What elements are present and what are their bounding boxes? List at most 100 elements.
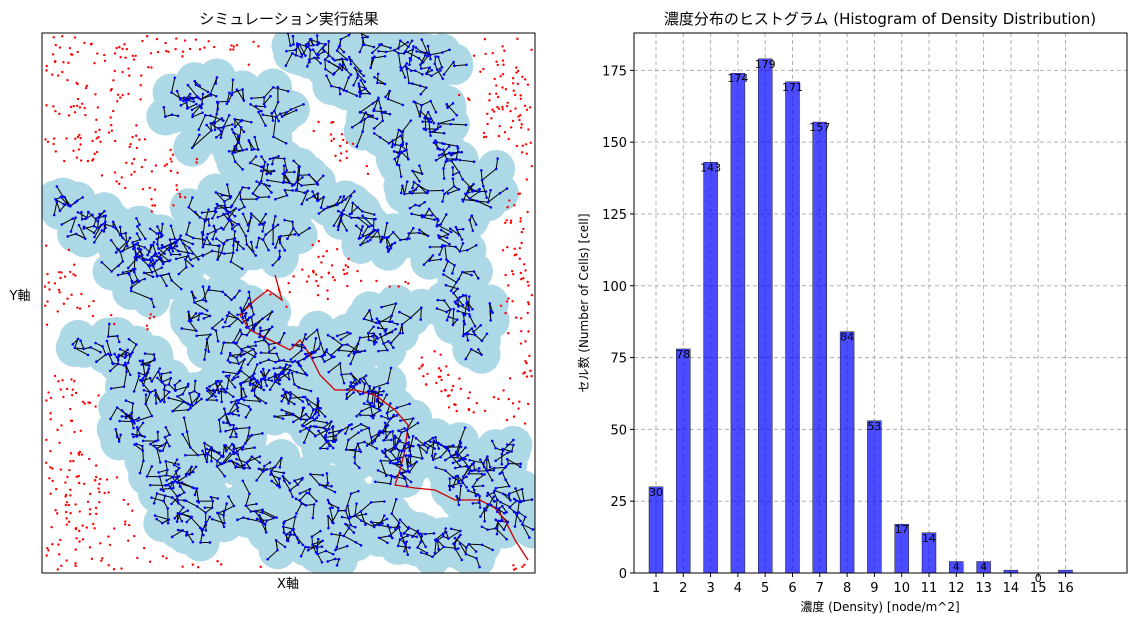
network-node: [141, 359, 145, 362]
network-node: [408, 237, 411, 240]
network-node: [267, 377, 271, 380]
network-node: [464, 446, 467, 449]
network-node: [352, 391, 355, 394]
network-node: [167, 396, 170, 400]
network-node: [330, 355, 334, 359]
network-node: [152, 305, 156, 309]
network-node: [460, 238, 464, 241]
network-node: [179, 104, 183, 107]
network-node: [377, 349, 380, 353]
network-node: [418, 204, 421, 208]
network-node: [372, 109, 375, 113]
network-node: [390, 330, 394, 334]
network-node: [349, 381, 353, 384]
network-node: [100, 260, 104, 264]
network-node: [200, 230, 204, 234]
network-node: [265, 384, 269, 387]
network-node: [490, 479, 494, 482]
network-node: [215, 398, 219, 402]
network-node: [232, 131, 235, 134]
network-node: [290, 371, 294, 375]
network-node: [508, 492, 511, 495]
network-node: [304, 43, 308, 47]
network-node: [436, 55, 440, 59]
network-node: [227, 150, 231, 153]
network-node: [479, 458, 482, 461]
network-node: [97, 216, 101, 219]
network-node: [144, 258, 148, 261]
network-node: [177, 272, 181, 276]
network-node: [169, 224, 173, 228]
network-node: [280, 408, 284, 412]
network-node: [360, 229, 363, 232]
network-node: [406, 40, 410, 44]
network-node: [222, 525, 226, 529]
network-node: [221, 317, 224, 321]
network-node: [362, 402, 366, 405]
network-node: [439, 69, 442, 72]
network-node: [400, 534, 403, 538]
network-node: [311, 194, 315, 198]
network-node: [352, 83, 355, 87]
network-node: [59, 195, 63, 199]
network-node: [224, 429, 227, 433]
network-node: [233, 151, 236, 154]
network-node: [304, 333, 307, 336]
network-node: [258, 455, 262, 458]
network-node: [197, 128, 201, 131]
network-node: [294, 108, 298, 112]
network-node: [485, 494, 489, 498]
network-node: [397, 155, 400, 158]
network-node: [364, 523, 367, 526]
network-node: [252, 147, 256, 151]
network-node: [305, 198, 309, 201]
network-node: [415, 50, 418, 53]
network-node: [418, 164, 421, 167]
network-node: [207, 350, 211, 353]
network-node: [136, 247, 140, 250]
network-node: [131, 241, 134, 244]
network-node: [150, 465, 154, 468]
network-node: [359, 91, 363, 94]
network-node: [144, 393, 148, 396]
network-node: [126, 244, 129, 248]
network-node: [505, 537, 508, 541]
network-node: [389, 366, 393, 370]
network-node: [271, 162, 274, 166]
network-node: [165, 479, 168, 482]
network-node: [458, 542, 462, 546]
network-node: [175, 89, 179, 93]
network-edge: [462, 271, 475, 273]
network-node: [439, 125, 442, 128]
network-node: [513, 525, 517, 528]
network-node: [406, 534, 409, 538]
network-node: [236, 375, 240, 378]
network-node: [451, 177, 455, 180]
network-node: [436, 223, 439, 227]
network-node: [335, 564, 339, 567]
simulation-panel: シミュレーション実行結果 X軸 Y軸: [9, 10, 536, 592]
network-node: [471, 502, 475, 505]
network-node: [408, 546, 411, 549]
network-node: [391, 429, 394, 433]
network-node: [211, 216, 214, 220]
network-node: [359, 413, 362, 417]
network-node: [242, 398, 246, 402]
network-node: [237, 208, 241, 212]
network-node: [186, 382, 190, 386]
network-node: [363, 80, 367, 83]
network-node: [228, 91, 231, 95]
network-node: [340, 211, 343, 214]
network-node: [368, 92, 371, 95]
network-node: [447, 315, 451, 319]
network-node: [254, 340, 257, 344]
network-node: [407, 232, 411, 235]
network-node: [406, 553, 410, 557]
network-node: [104, 226, 107, 230]
network-node: [259, 519, 262, 522]
network-node: [372, 228, 375, 232]
network-node: [266, 318, 270, 321]
network-node: [221, 370, 225, 374]
network-node: [476, 277, 480, 280]
network-node: [211, 237, 215, 241]
